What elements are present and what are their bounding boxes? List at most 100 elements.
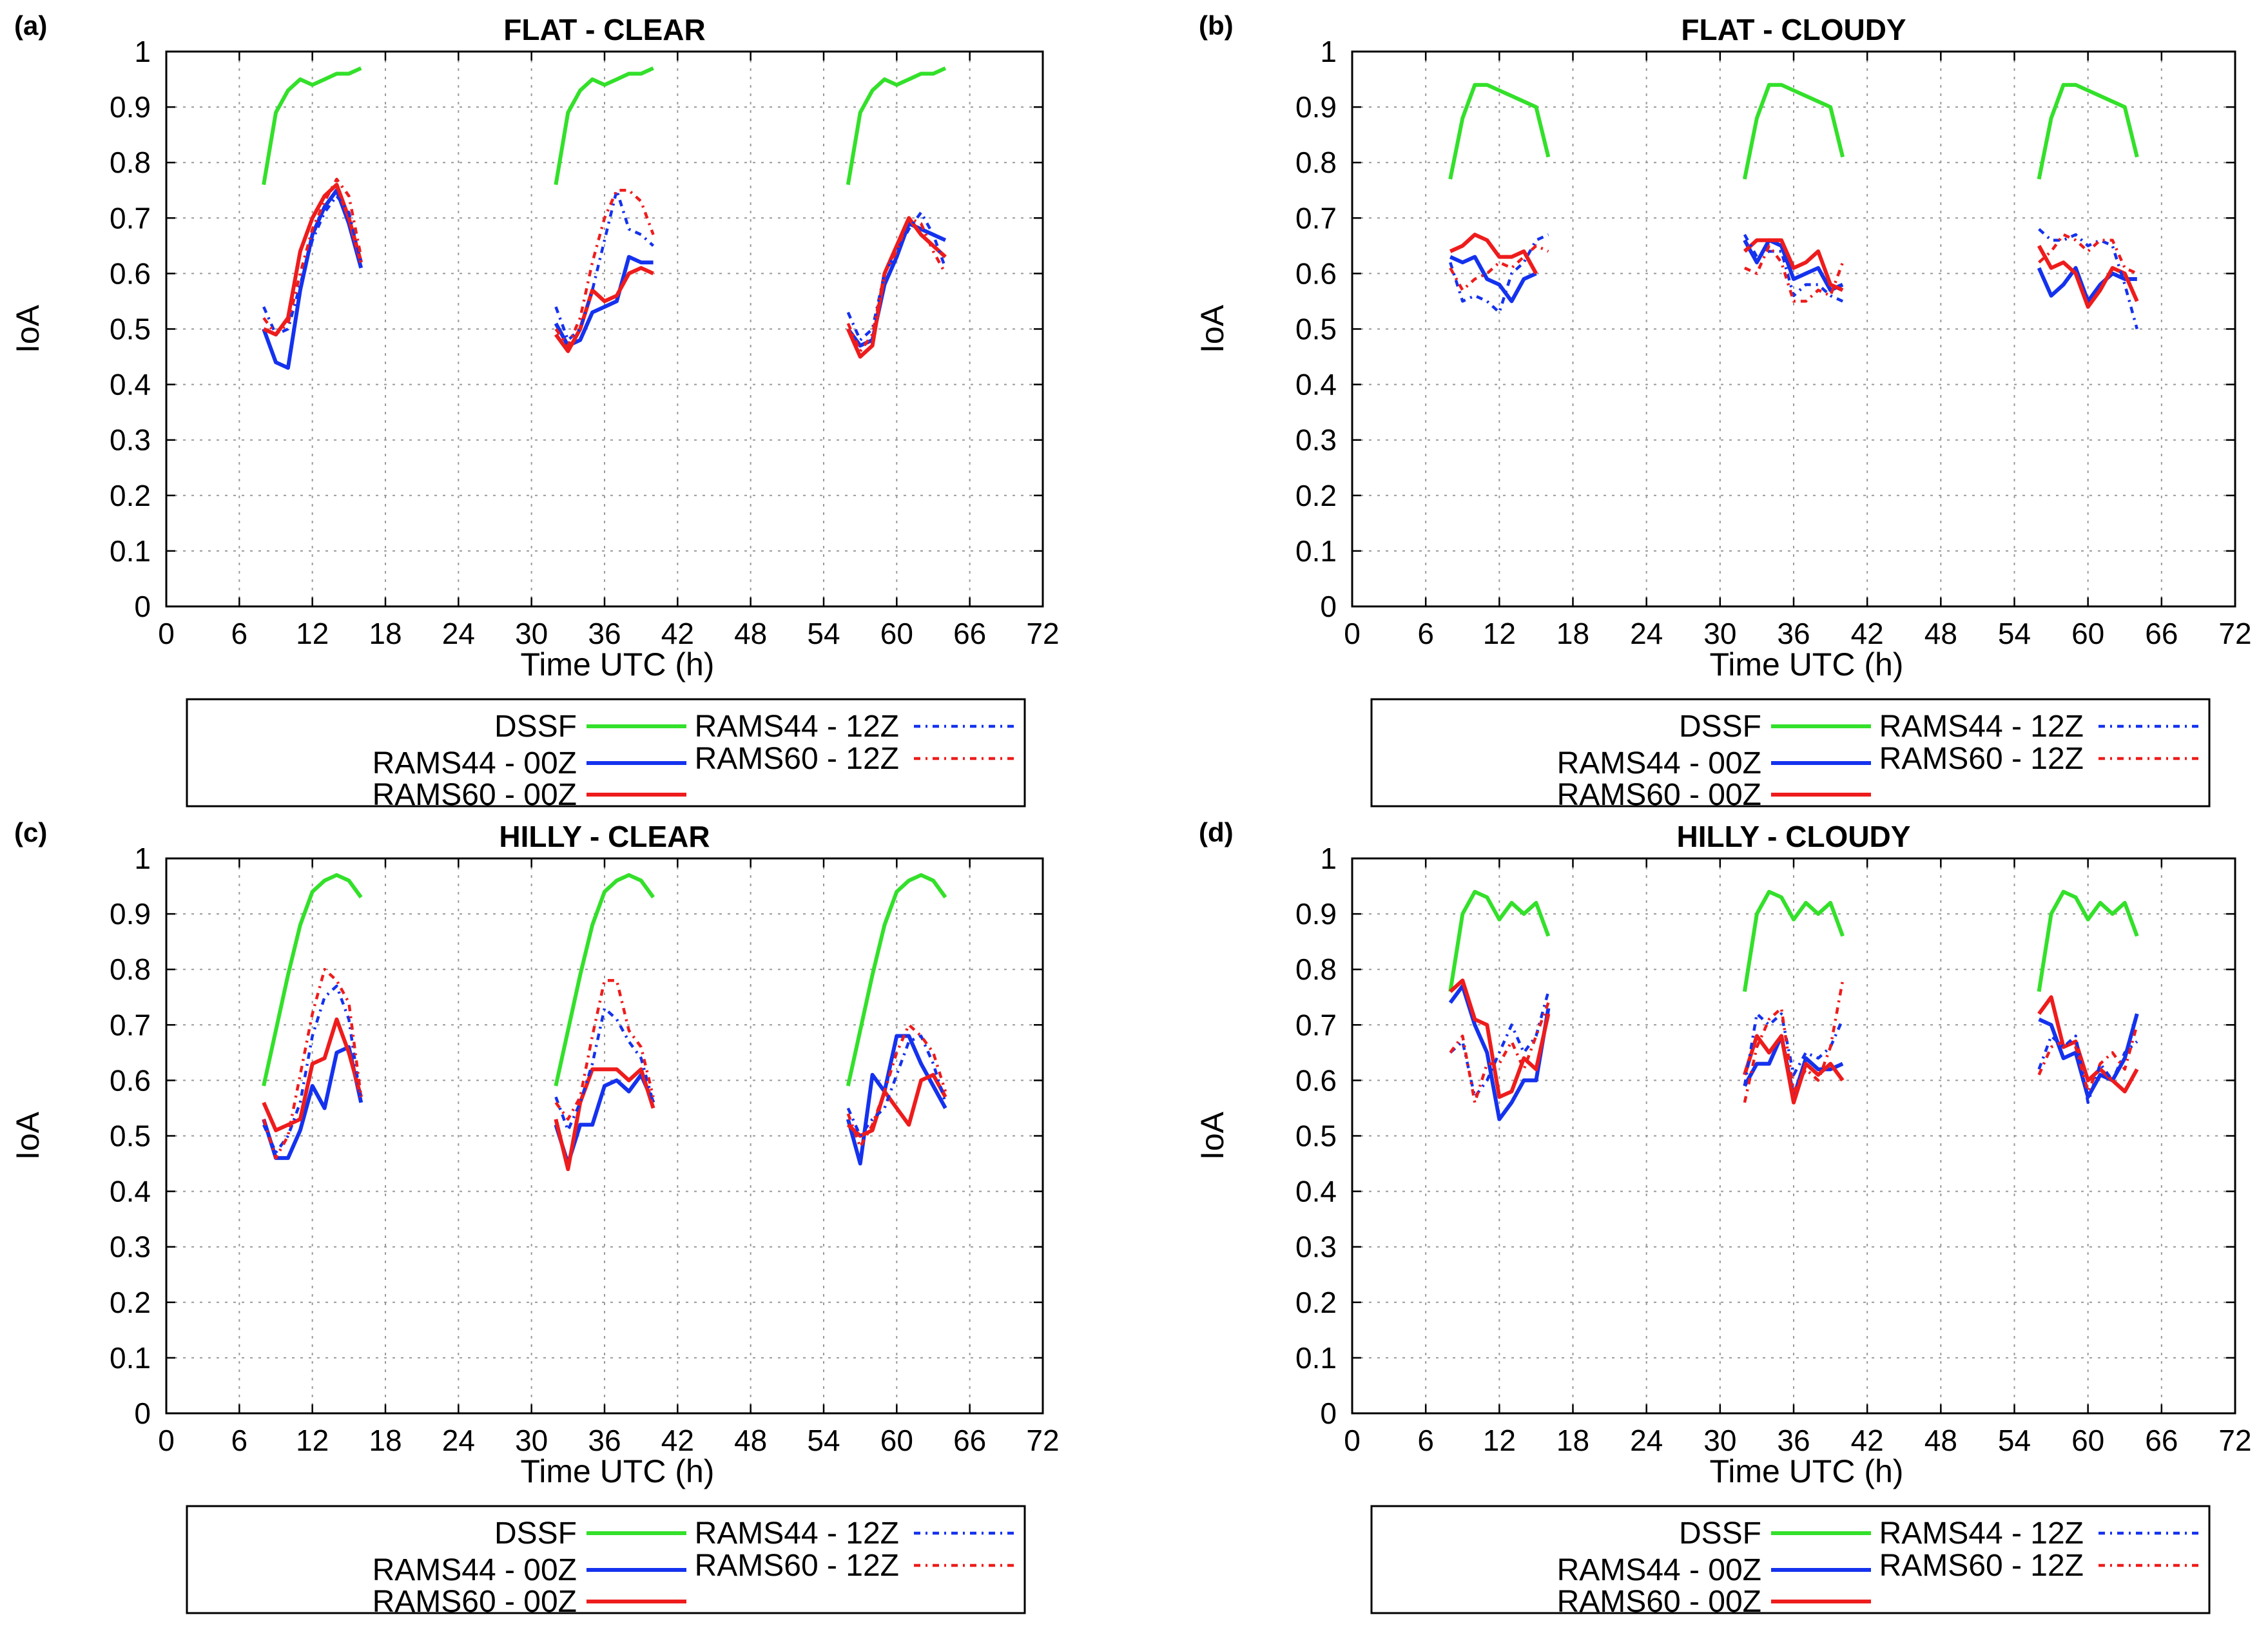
y-tick-label: 0.8: [1295, 953, 1337, 986]
series-line-rams60-00z-day-2: [554, 1067, 655, 1172]
y-tick-label: 0.1: [110, 1341, 151, 1375]
x-tick-label: 12: [296, 617, 329, 650]
series-line-rams60-12z-day-1: [262, 967, 363, 1160]
y-tick-label: 0.8: [1295, 146, 1337, 179]
x-tick-label: 54: [1998, 617, 2031, 650]
legend-label: DSSF: [1679, 710, 1761, 744]
series-line-rams60-00z-day-1: [1449, 233, 1538, 275]
y-tick-label: 0: [134, 1397, 151, 1430]
y-tick-label: 0.3: [110, 1230, 151, 1264]
legend-frame: [186, 698, 1026, 808]
y-tick-label: 0.4: [110, 1175, 151, 1208]
x-tick-label: 48: [734, 1424, 767, 1457]
x-tick-label: 48: [1924, 617, 1957, 650]
y-tick-label: 0: [1320, 1397, 1337, 1430]
series-group: [1448, 82, 2139, 330]
x-tick-label: 66: [953, 617, 986, 650]
x-axis-label: Time UTC (h): [521, 1453, 715, 1489]
series-line-rams60-12z-day-1: [1449, 244, 1549, 292]
legend-frame: [1370, 698, 2211, 808]
series-line-dssf-day-1: [262, 66, 362, 186]
x-tick-label: 66: [953, 1424, 986, 1457]
x-axis-label: Time UTC (h): [1710, 646, 1904, 682]
series-line-rams44-12z-day-3: [2038, 227, 2138, 330]
series-line-rams60-00z-day-1: [1449, 978, 1551, 1099]
panel-d: 0 6 12 18 24 30 36 42 48 54 60 66 72 0 0.1 0.2 0.3 0.4 0.5…: [1194, 817, 2252, 1619]
x-tick-label: 0: [1344, 617, 1361, 650]
series-line-rams60-12z-day-3: [846, 217, 947, 353]
legend-label: RAMS44 - 12Z: [695, 710, 899, 744]
series-line-rams60-00z-day-2: [1743, 238, 1844, 292]
y-tick-label: 0.6: [1295, 256, 1337, 290]
legend-label: RAMS60 - 00Z: [1557, 778, 1761, 812]
series-line-dssf-day-3: [846, 66, 947, 186]
series-line-rams44-00z-day-2: [1743, 238, 1844, 293]
x-tick-label: 72: [2218, 1424, 2251, 1457]
x-tick-label: 30: [515, 617, 548, 650]
x-tick-label: 24: [442, 1424, 475, 1457]
x-tick-label: 0: [158, 617, 175, 650]
x-tick-label: 54: [807, 1424, 840, 1457]
y-tick-label: 0.8: [110, 146, 151, 179]
legend-label: RAMS44 - 12Z: [1879, 710, 2084, 744]
legend-label: RAMS60 - 12Z: [695, 1549, 899, 1583]
panel-b: 0 6 12 18 24 30 36 42 48 54 60 66 72 0 0.1 0.2 0.3 0.4 0.5…: [1194, 10, 2252, 812]
series-line-dssf-day-2: [1742, 82, 1845, 180]
series-line-rams60-12z-day-3: [846, 1023, 947, 1148]
legend-label: RAMS44 - 00Z: [1557, 746, 1761, 780]
y-tick-label: 0.3: [1295, 1230, 1337, 1264]
legend-label: RAMS44 - 00Z: [373, 746, 577, 780]
y-axis-label: IoA: [1194, 1111, 1230, 1160]
x-axis-label: Time UTC (h): [1710, 1453, 1904, 1489]
series-line-rams44-00z-day-1: [262, 1045, 363, 1160]
y-tick-label: 0.1: [1295, 1341, 1337, 1375]
y-tick-label: 0.3: [1295, 423, 1337, 457]
x-tick-label: 60: [880, 617, 913, 650]
y-tick-label: 0.3: [110, 423, 151, 457]
legend-label: RAMS44 - 00Z: [373, 1553, 577, 1587]
series-line-rams60-00z-day-2: [554, 266, 654, 353]
y-tick-label: 0.9: [1295, 897, 1337, 931]
grid: [166, 52, 1043, 606]
grid: [166, 858, 1043, 1413]
x-tick-label: 30: [515, 1424, 548, 1457]
series-group: [1448, 889, 2139, 1121]
y-tick-label: 0.5: [110, 313, 151, 346]
series-line-dssf-day-1: [1448, 82, 1551, 180]
series-line-dssf-day-1: [1448, 889, 1551, 992]
x-tick-label: 24: [1630, 1424, 1663, 1457]
y-tick-label: 0.5: [1295, 1119, 1337, 1153]
panel-title: FLAT - CLOUDY: [1681, 13, 1906, 46]
series-line-rams60-00z-day-3: [846, 1072, 947, 1138]
x-tick-label: 48: [1924, 1424, 1957, 1457]
series-group: [262, 66, 947, 370]
legend-label: RAMS44 - 00Z: [1557, 1553, 1761, 1587]
legend-label: RAMS60 - 12Z: [1879, 1549, 2084, 1583]
y-tick-label: 0.2: [1295, 479, 1337, 512]
x-tick-label: 66: [2145, 617, 2178, 650]
x-tick-label: 54: [1998, 1424, 2031, 1457]
y-tick-label: 1: [134, 35, 151, 68]
x-tick-label: 0: [158, 1424, 175, 1457]
y-tick-label: 1: [134, 842, 151, 875]
series-line-rams60-12z-day-2: [1743, 980, 1845, 1103]
series-line-dssf-day-2: [554, 873, 655, 1087]
x-tick-label: 18: [1556, 1424, 1589, 1457]
series-line-rams44-12z-day-1: [262, 984, 363, 1154]
x-tick-label: 18: [369, 617, 402, 650]
panel-title: HILLY - CLEAR: [499, 820, 710, 853]
grid: [1352, 858, 2235, 1413]
series-line-rams60-12z-day-3: [2038, 233, 2138, 275]
series-line-rams44-00z-day-1: [1449, 255, 1537, 304]
x-tick-label: 42: [1851, 617, 1884, 650]
series-line-rams44-12z-day-3: [846, 211, 947, 342]
y-axis-label: IoA: [1194, 304, 1230, 353]
x-tick-label: 60: [880, 1424, 913, 1457]
panel-c: 0 6 12 18 24 30 36 42 48 54 60 66 72 0 0.1 0.2 0.3 0.4 0.5…: [10, 817, 1060, 1619]
x-tick-label: 42: [661, 617, 694, 650]
y-tick-label: 0.1: [110, 534, 151, 568]
y-tick-label: 0.4: [1295, 368, 1337, 401]
y-tick-label: 0.7: [110, 1008, 151, 1041]
